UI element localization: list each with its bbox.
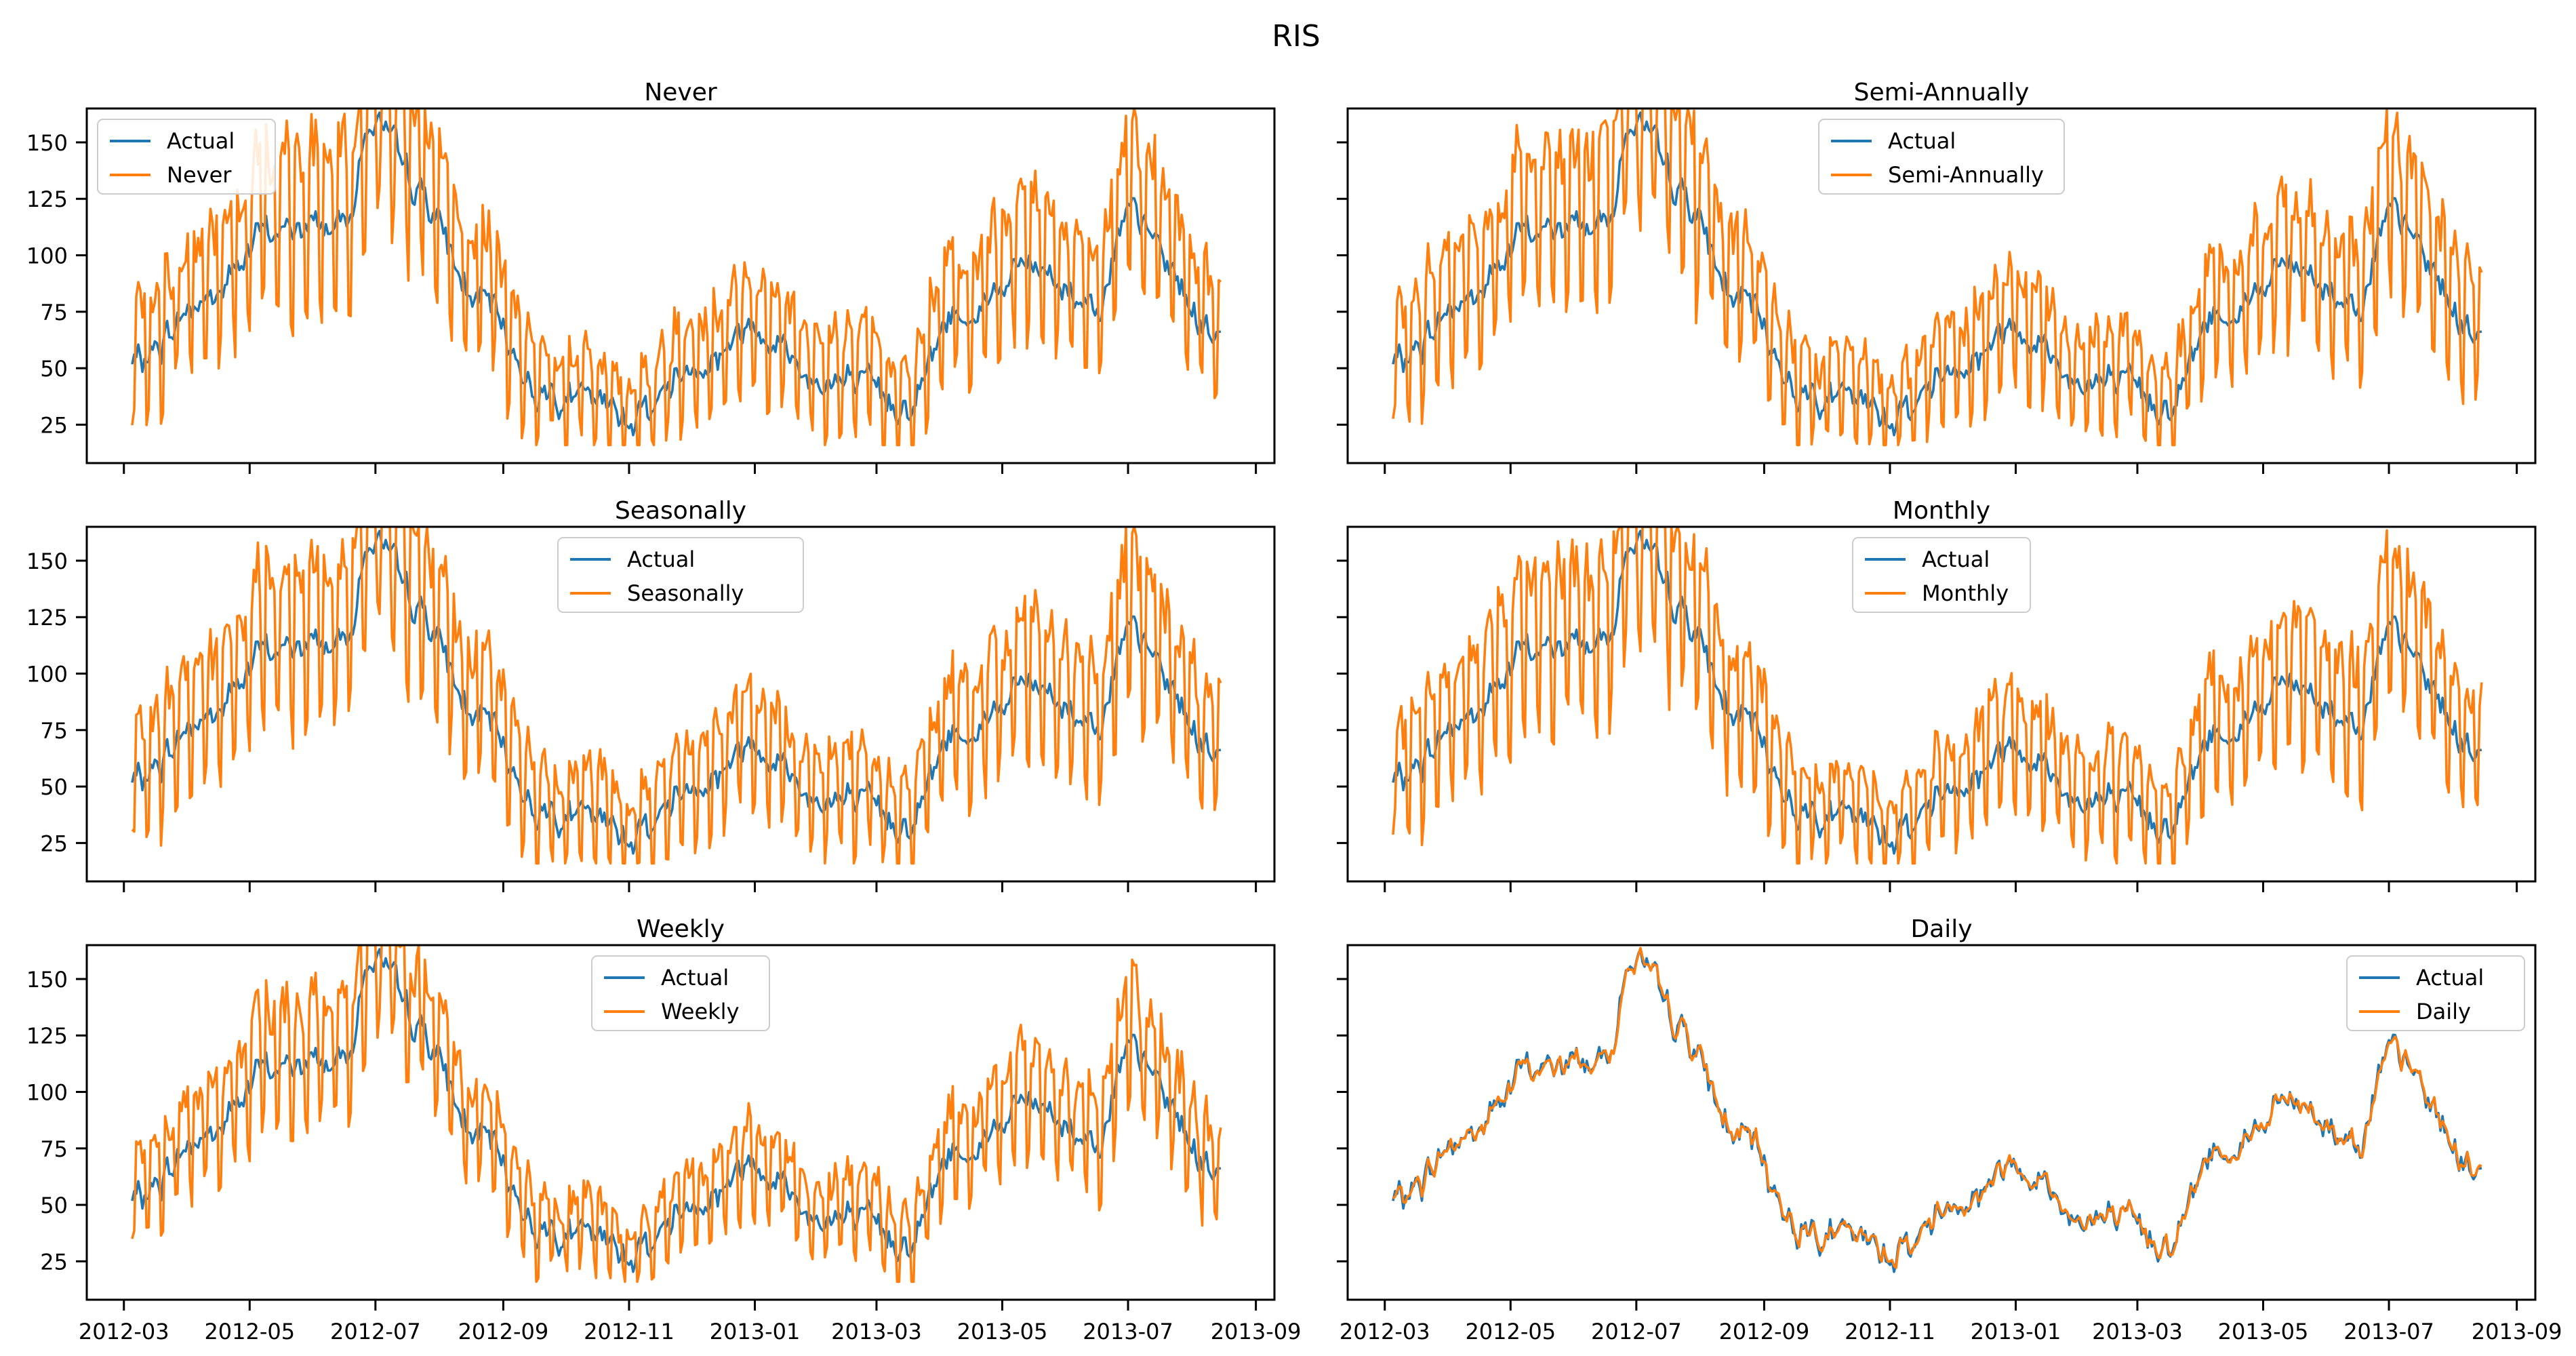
x-tick-label: 2012-07 (330, 1319, 421, 1344)
axes-frame (85, 107, 1276, 464)
y-tick-label: 75 (40, 300, 68, 325)
x-tick-label: 2013-01 (1971, 1319, 2061, 1344)
subplot-never: 25 50 75 100 125 150 Never Actual Never (26, 79, 1276, 474)
x-tick-label: 2012-05 (1465, 1319, 1556, 1344)
y-tick-label: 150 (26, 967, 68, 993)
y-tick-label: 100 (26, 243, 68, 269)
y-tick-label: 50 (40, 774, 68, 800)
subplot-daily: 2012-03 2012-05 2012-07 2012-09 2012-11 2013-… (1337, 915, 2562, 1344)
legend-label: Seasonally (627, 580, 744, 606)
legend: Actual Seasonally (557, 537, 804, 613)
y-tick-label: 25 (40, 412, 68, 438)
series-line-never (131, 108, 1222, 447)
x-tick-label: 2013-03 (831, 1319, 922, 1344)
y-tick-label: 100 (26, 1080, 68, 1106)
x-tick-label: 2013-07 (1083, 1319, 1173, 1344)
x-tick-label: 2013-03 (2092, 1319, 2183, 1344)
axes-frame (1346, 525, 2537, 883)
legend-label: Semi-Annually (1888, 162, 2044, 188)
legend: Actual Daily (2346, 955, 2525, 1031)
subplot-title: Semi-Annually (1854, 79, 2030, 106)
x-tick-label: 2013-01 (710, 1319, 801, 1344)
y-tick-label: 50 (40, 356, 68, 382)
series-line-daily (1392, 946, 2482, 1269)
subplot-grid: 25 50 75 100 125 150 Never Actual Never Semi-Annu… (26, 79, 2562, 1344)
figure-suptitle: RIS (1272, 19, 1320, 54)
y-tick-label: 100 (26, 662, 68, 687)
legend: Actual Weekly (591, 955, 770, 1031)
x-tick-label: 2012-11 (584, 1319, 675, 1344)
axes-frame (85, 525, 1276, 883)
subplot-title: Monthly (1893, 497, 1990, 525)
plot-area (1348, 945, 2535, 1300)
legend-label: Actual (2416, 965, 2484, 991)
legend-label: Daily (2416, 999, 2471, 1024)
legend: Actual Monthly (1852, 537, 2031, 613)
legend-label: Actual (627, 546, 695, 572)
x-tick-label: 2013-05 (2218, 1319, 2309, 1344)
legend-box (1818, 119, 2065, 195)
subplot-title: Never (644, 79, 717, 106)
axes-frame (1346, 944, 2537, 1301)
legend-label: Monthly (1922, 580, 2009, 606)
legend: Actual Semi-Annually (1818, 119, 2065, 195)
x-tick-label: 2012-03 (1340, 1319, 1430, 1344)
subplot-semi-annually: Semi-Annually Actual Semi-Annually (1337, 79, 2537, 474)
series-line-monthly (1392, 527, 2483, 865)
y-tick-label: 125 (26, 605, 68, 631)
x-tick-label: 2012-05 (204, 1319, 295, 1344)
legend-label: Actual (661, 965, 729, 991)
x-tick-label: 2012-09 (458, 1319, 549, 1344)
x-tick-label: 2012-07 (1591, 1319, 1682, 1344)
y-tick-label: 150 (26, 130, 68, 156)
legend-label: Weekly (661, 999, 740, 1024)
subplot-seasonally: 25 50 75 100 125 150 Seasonally Actual Seasonall… (26, 497, 1276, 892)
series-line-seasonally (131, 527, 1222, 865)
subplot-monthly: Monthly Actual Monthly (1337, 497, 2537, 892)
y-tick-label: 75 (40, 718, 68, 744)
legend-box (557, 537, 804, 613)
x-tick-label: 2013-09 (2472, 1319, 2562, 1344)
x-tick-label: 2012-09 (1719, 1319, 1810, 1344)
y-tick-label: 50 (40, 1193, 68, 1218)
legend: Actual Never (97, 119, 276, 195)
x-tick-label: 2012-03 (79, 1319, 169, 1344)
series-line-semi-annually (1392, 108, 2483, 447)
subplot-title: Daily (1910, 915, 1972, 943)
x-tick-label: 2012-11 (1845, 1319, 1935, 1344)
y-tick-label: 150 (26, 549, 68, 574)
x-tick-label: 2013-07 (2343, 1319, 2434, 1344)
legend-label: Actual (1922, 546, 1990, 572)
y-tick-label: 25 (40, 831, 68, 856)
x-tick-label: 2013-09 (1211, 1319, 1302, 1344)
axes-frame (1346, 107, 2537, 464)
y-tick-label: 25 (40, 1249, 68, 1275)
y-tick-label: 125 (26, 186, 68, 212)
x-tick-label: 2013-05 (957, 1319, 1048, 1344)
legend-label: Actual (1888, 128, 1956, 154)
subplot-title: Seasonally (615, 497, 746, 525)
legend-label: Never (167, 162, 232, 188)
series-line-weekly (131, 945, 1222, 1283)
legend-label: Actual (167, 128, 235, 154)
subplot-title: Weekly (637, 915, 725, 943)
axes-frame (85, 944, 1276, 1301)
subplot-weekly: 25 50 75 100 125 150 2012-03 2012-05 2012-07 2012… (26, 915, 1302, 1344)
y-tick-label: 75 (40, 1136, 68, 1162)
series-line-actual (131, 948, 1222, 1273)
y-tick-label: 125 (26, 1023, 68, 1049)
